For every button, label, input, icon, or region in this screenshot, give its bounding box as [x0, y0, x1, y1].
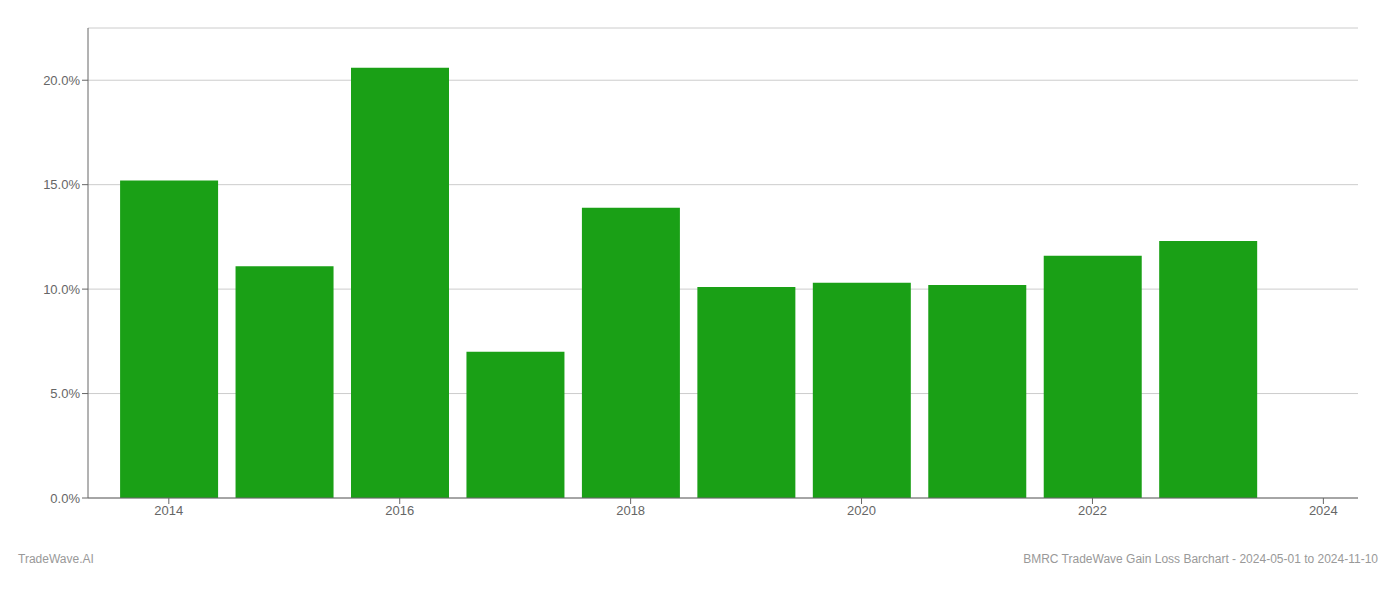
svg-text:2020: 2020: [847, 503, 876, 518]
html-text:TradeWave.AI: TradeWave.AI: [18, 552, 94, 566]
svg-text:20.0%: 20.0%: [43, 73, 80, 88]
svg-text:0.0%: 0.0%: [50, 491, 80, 506]
html-text:BMRC TradeWave Gain Loss Barch: BMRC TradeWave Gain Loss Barchart - 2024…: [1023, 552, 1378, 566]
svg-text:2024: 2024: [1309, 503, 1338, 518]
svg-text:2016: 2016: [385, 503, 414, 518]
svg-text:2014: 2014: [154, 503, 183, 518]
svg-text:10.0%: 10.0%: [43, 282, 80, 297]
svg-text:15.0%: 15.0%: [43, 177, 80, 192]
svg-text:5.0%: 5.0%: [50, 386, 80, 401]
svg-text:2018: 2018: [616, 503, 645, 518]
svg-text:2022: 2022: [1078, 503, 1107, 518]
